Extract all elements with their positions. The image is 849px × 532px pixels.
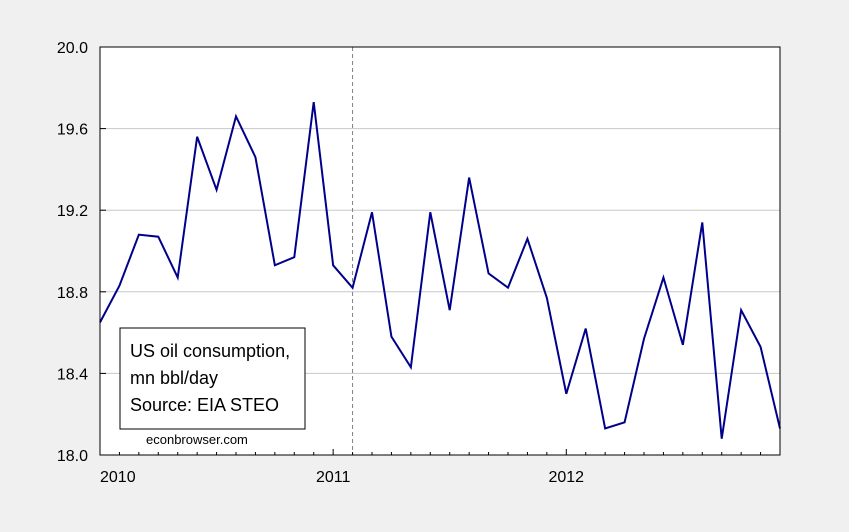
plot-frame (99, 46, 781, 456)
watermark: econbrowser.com (146, 432, 248, 447)
legend-line-2: mn bbl/day (130, 368, 218, 388)
y-tick-label: 19.6 (57, 122, 88, 139)
y-tick-label: 18.8 (57, 285, 88, 302)
y-tick-label: 19.2 (57, 203, 88, 220)
series-line-us-oil-consumption (99, 101, 781, 439)
x-tick-label: 2011 (316, 469, 351, 486)
series-layer (99, 101, 781, 439)
x-tick-label: 2012 (548, 469, 584, 486)
legend-line-1: US oil consumption, (130, 341, 290, 361)
y-tick-label: 18.0 (57, 448, 88, 465)
x-tick-label: 2010 (100, 469, 136, 486)
y-tick-label: 18.4 (57, 366, 88, 383)
legend-frame (119, 327, 306, 430)
legend-line-3: Source: EIA STEO (130, 395, 279, 415)
x-axis: 2010 2011 2012 (99, 449, 781, 486)
y-axis: 18.0 18.4 18.8 19.2 19.6 20.0 (57, 40, 106, 465)
legend-box: US oil consumption, mn bbl/day Source: E… (119, 327, 306, 430)
y-tick-label: 20.0 (57, 40, 88, 57)
